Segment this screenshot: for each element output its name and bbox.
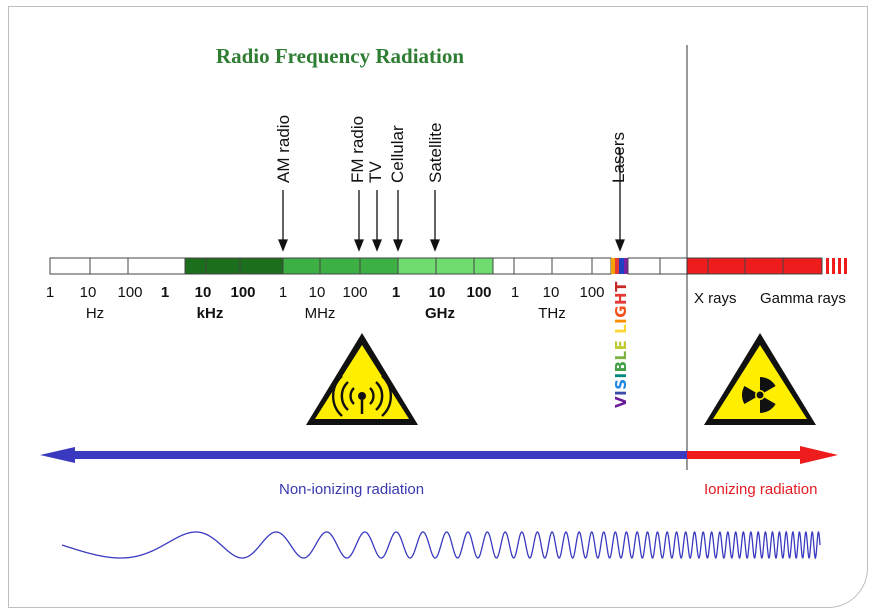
tick-label: 10 — [79, 284, 97, 301]
visible-light-letter: E — [612, 339, 630, 351]
tick-label: 10 — [542, 284, 560, 301]
tick-label: 1 — [391, 284, 401, 301]
tick-label: 100 — [466, 284, 492, 301]
tick-label: 1 — [45, 284, 55, 301]
tick-label: 10 — [194, 284, 212, 301]
unit-label: THz — [538, 305, 566, 322]
gamma-rays-label: Gamma rays — [760, 290, 846, 307]
unit-label: Hz — [85, 305, 105, 322]
tick-label: 10 — [428, 284, 446, 301]
tick-label: 100 — [230, 284, 256, 301]
radiation-arrow — [40, 446, 838, 464]
application-arrows — [278, 148, 625, 252]
unit-label: kHz — [196, 305, 224, 322]
frequency-wave — [61, 530, 821, 560]
ionizing-label: Ionizing radiation — [704, 481, 818, 498]
unit-label: MHz — [304, 305, 336, 322]
visible-light-letter: I — [612, 372, 630, 379]
x-rays-label: X rays — [694, 290, 737, 307]
diagram-title: Radio Frequency Radiation — [215, 44, 465, 68]
tick-label: 100 — [342, 284, 368, 301]
tick-label: 100 — [579, 284, 605, 301]
tick-label: 100 — [117, 284, 143, 301]
visible-light-letter: L — [612, 350, 630, 361]
visible-light-letter: T — [612, 281, 630, 292]
visible-light-letter: I — [612, 389, 630, 396]
unit-label: GHz — [425, 305, 455, 322]
frequency-bar — [49, 257, 847, 275]
visible-light-letter: G — [612, 304, 630, 318]
radio-wave-warning-icon — [306, 333, 418, 425]
non-ionizing-label: Non-ionizing radiation — [279, 481, 425, 498]
visible-light-letter: V — [612, 395, 630, 408]
visible-light-letter: B — [612, 360, 630, 373]
tick-label: 10 — [308, 284, 326, 301]
visible-light-letter: S — [612, 378, 630, 390]
tick-label: 1 — [278, 284, 288, 301]
radiation-trefoil-warning-icon — [704, 333, 816, 425]
tick-label: 1 — [510, 284, 520, 301]
visible-light-letter — [612, 334, 630, 340]
visible-light-letter: I — [612, 317, 630, 324]
visible-light-letter: H — [612, 291, 630, 305]
visible-light-label: VISIBLE LIGHT — [612, 281, 630, 408]
visible-light-letter: L — [612, 323, 630, 334]
tick-label: 1 — [160, 284, 170, 301]
